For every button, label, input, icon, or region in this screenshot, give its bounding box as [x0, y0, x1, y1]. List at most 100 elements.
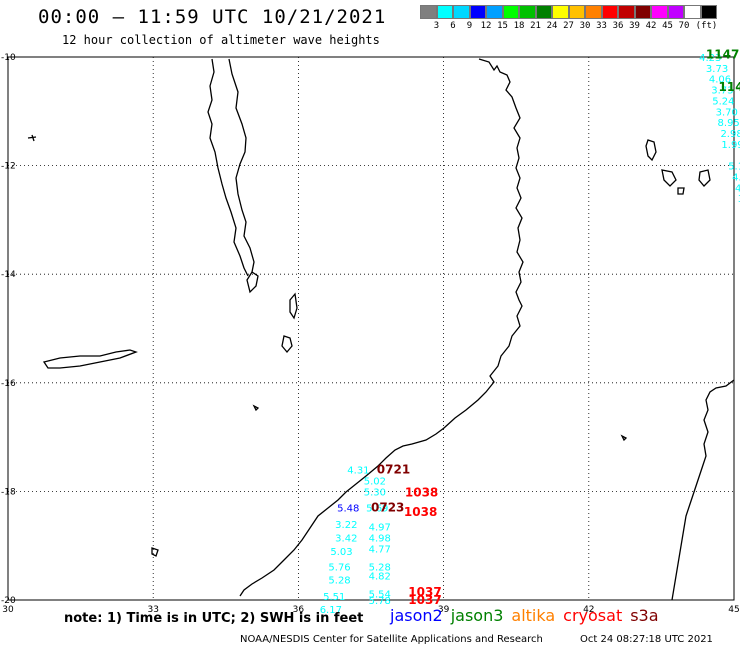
scale-swatch — [651, 5, 668, 19]
wave-height-value: 5.03 — [330, 547, 352, 558]
wave-height-value: 4.23 — [699, 53, 721, 64]
scale-swatch — [519, 5, 536, 19]
small-water-south — [252, 404, 260, 412]
wave-height-value: 2.98 — [720, 129, 740, 140]
latitude-label: -10 — [1, 53, 16, 63]
mission-legend-jason3: jason3 — [450, 606, 504, 625]
wave-height-value: 5.02 — [364, 477, 386, 488]
color-scale-labels: 3 6 9 12 15 18 21 24 27 30 33 36 39 42 45 70 (ft) — [420, 19, 718, 33]
wave-height-value: 5.76 — [328, 562, 350, 573]
scale-swatch — [436, 5, 453, 19]
lake-cahora-bassa — [151, 547, 159, 557]
mission-legend-altika: altika — [511, 606, 556, 625]
grande-comore — [645, 139, 657, 162]
wave-height-value: 5.24 — [712, 96, 734, 107]
scale-swatch — [634, 5, 651, 19]
longitude-label: 45 — [728, 605, 739, 615]
wave-height-value: 5.54 — [369, 589, 391, 600]
latitude-label: -16 — [1, 379, 16, 389]
wave-height-value: 4.06 — [709, 75, 731, 86]
mission-legend-cryosat: cryosat — [563, 606, 623, 625]
wave-height-value: 8.95 — [718, 118, 740, 129]
longitude-label: 33 — [147, 605, 158, 615]
scale-swatch — [700, 5, 717, 19]
render-timestamp: Oct 24 08:27:18 UTC 2021 — [580, 634, 713, 645]
scale-label: 42 — [645, 21, 657, 31]
scale-label: 36 — [612, 21, 624, 31]
scale-label: (ft) — [695, 21, 718, 31]
wave-height-value: 5.48 — [337, 504, 359, 515]
small-lake — [289, 292, 298, 320]
mission-legend-jason2: jason2 — [390, 606, 443, 625]
wave-height-value: 4.35 — [732, 172, 740, 183]
lake-malawi-east-shore — [228, 58, 255, 273]
scale-label: 9 — [466, 21, 473, 31]
small-island — [677, 187, 685, 195]
wave-height-value: 4.16 — [735, 183, 740, 194]
wave-height-value: 5.28 — [369, 562, 391, 573]
wave-height-value: 5.28 — [328, 575, 350, 586]
wave-height-value: 5.30 — [364, 487, 386, 498]
wave-height-value: 4.98 — [369, 534, 391, 545]
wave-height-value: 6.17 — [320, 605, 342, 616]
wave-height-value: 3.22 — [335, 520, 357, 531]
scale-swatch — [420, 5, 437, 19]
wave-height-value: 3.70 — [716, 107, 738, 118]
pass-time-value: 1147 — [706, 47, 739, 61]
scale-swatch — [667, 5, 684, 19]
latitude-label: -20 — [1, 596, 16, 606]
scale-label: 39 — [629, 21, 640, 31]
wave-height-color-scale: 3 6 9 12 15 18 21 24 27 30 33 36 39 42 45 70 (ft) — [420, 5, 717, 33]
map-subtitle: 12 hour collection of altimeter wave hei… — [62, 33, 380, 47]
scale-label: 6 — [450, 21, 456, 31]
wave-height-value: 3.73 — [711, 86, 733, 97]
scale-swatch — [568, 5, 585, 19]
scale-swatch — [552, 5, 569, 19]
pass-time-labels: 1147114811072110380723103810371037 — [371, 47, 740, 607]
mission-legend: jason2 jason3 altika cryosat s3a — [390, 606, 667, 625]
longitude-label: 42 — [583, 605, 594, 615]
pass-time-value: 1148 — [719, 80, 740, 94]
map-grid — [8, 57, 734, 600]
scale-swatch — [453, 5, 470, 19]
longitude-label: 36 — [293, 605, 305, 615]
scale-label: 3 — [433, 21, 440, 31]
small-island-east — [620, 434, 628, 442]
scale-swatch — [469, 5, 486, 19]
footnote: note: 1) Time is in UTC; 2) SWH is in fe… — [64, 611, 364, 626]
map-frame — [7, 56, 735, 601]
scale-label: 24 — [546, 21, 558, 31]
pass-time-value: 0721 — [377, 463, 410, 477]
small-water-west — [27, 134, 37, 142]
wave-height-value: 5.51 — [323, 592, 345, 603]
scale-label: 21 — [530, 21, 541, 31]
lake-bangweulu — [42, 349, 138, 369]
wave-height-value: 3.73 — [706, 64, 728, 75]
scale-swatch — [618, 5, 635, 19]
scale-swatch — [601, 5, 618, 19]
mayotte — [698, 169, 711, 187]
scale-swatch — [502, 5, 519, 19]
scale-label: 33 — [596, 21, 607, 31]
scale-label: 15 — [497, 21, 508, 31]
scale-label: 30 — [579, 21, 591, 31]
wave-height-labels: 4.233.734.063.735.243.708.952.981.995.19… — [320, 53, 740, 616]
lake-chilwa — [281, 335, 293, 354]
scale-swatch — [585, 5, 602, 19]
longitude-label: 39 — [438, 605, 450, 615]
scale-swatch — [535, 5, 552, 19]
scale-label: 70 — [678, 21, 690, 31]
wave-height-value: 4.82 — [369, 572, 391, 583]
color-scale-swatches — [420, 5, 717, 19]
pass-time-value: 1038 — [405, 485, 438, 499]
credit-text: NOAA/NESDIS Center for Satellite Applica… — [240, 634, 543, 645]
scale-label: 27 — [563, 21, 574, 31]
mozambique-coastline — [239, 58, 524, 597]
latitude-label: -12 — [1, 162, 16, 172]
coastlines — [27, 58, 735, 601]
wave-height-value: 5.69 — [366, 504, 388, 515]
wave-height-value: 4.97 — [369, 523, 391, 534]
scale-label: 45 — [662, 21, 673, 31]
madagascar-coastline — [671, 379, 735, 601]
wave-height-value: 5.78 — [369, 596, 391, 607]
